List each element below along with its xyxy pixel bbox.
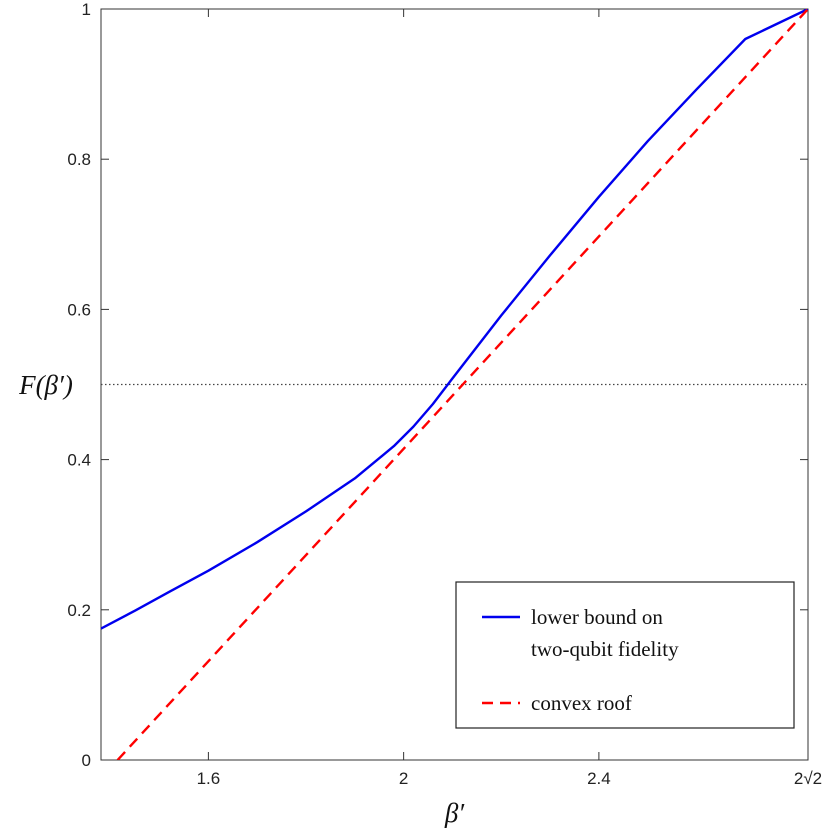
- y-tick-label: 0.6: [67, 300, 91, 319]
- x-tick-label: 2.4: [587, 769, 611, 788]
- legend-label: convex roof: [531, 691, 632, 715]
- legend-box: [455, 581, 795, 729]
- x-tick-label: 2: [399, 769, 408, 788]
- y-tick-label: 0.8: [67, 150, 91, 169]
- y-tick-label: 0: [82, 751, 91, 770]
- legend-label: lower bound on two-qubit fidelity: [531, 605, 679, 661]
- series-line-2: [116, 9, 808, 760]
- x-axis-title: β′: [444, 798, 465, 828]
- y-tick-label: 0.4: [67, 451, 91, 470]
- x-tick-label: 2√2: [794, 769, 822, 788]
- y-axis-title: F(β′): [18, 370, 73, 400]
- x-tick-label: 1.6: [197, 769, 221, 788]
- y-tick-label: 0.2: [67, 601, 91, 620]
- series-line-1: [101, 9, 808, 630]
- y-tick-label: 1: [82, 0, 91, 19]
